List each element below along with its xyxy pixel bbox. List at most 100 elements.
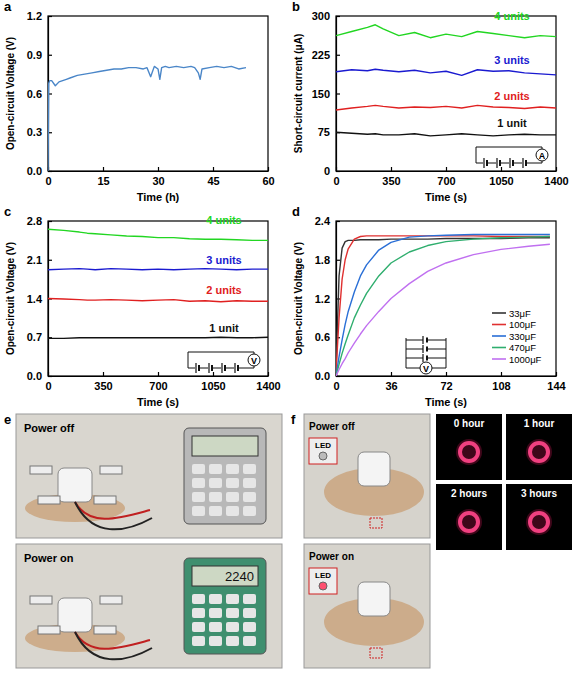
tick-label: 1400 (544, 175, 568, 187)
calculator-key (243, 608, 256, 618)
legend-swatch (492, 312, 506, 314)
calculator-screen (192, 436, 258, 456)
x-axis: 035070010501400 (333, 167, 568, 187)
y-axis-title: Open-circuit Voltage (V) (5, 37, 16, 150)
legend-swatch (492, 335, 506, 337)
led-ring (460, 513, 478, 531)
led-glow (526, 509, 552, 535)
tick-label: 0.0 (315, 370, 330, 382)
tick: 1400 (544, 167, 568, 187)
plot-frame (336, 221, 556, 376)
battery-plate (522, 158, 523, 168)
tick-mark (48, 376, 52, 377)
y-axis-title: Short-circuit current (μA) (293, 34, 304, 153)
tick-mark (446, 167, 447, 171)
tick: 15 (97, 167, 109, 187)
tick-mark (391, 167, 392, 171)
y-axis-title: Open-circuit Voltage (V) (293, 242, 304, 355)
calculator-key (209, 478, 222, 488)
tick-mark (103, 372, 104, 376)
tick: 108 (492, 372, 510, 392)
calculator-key (209, 608, 222, 618)
plot: 0350700105014000751502253004 units3 unit… (293, 10, 569, 203)
calculator-body (184, 558, 266, 654)
tick-label: 0 (45, 380, 51, 392)
tick: 45 (207, 167, 219, 187)
tick-label: 0 (333, 380, 339, 392)
tick-label: 30 (152, 175, 164, 187)
tick-label: 350 (382, 175, 400, 187)
calculator-key (192, 608, 205, 618)
legend-label: 100μF (509, 319, 536, 330)
series-label: 4 units (206, 214, 241, 226)
led-image: 0 hour (436, 414, 502, 480)
calculator-key (226, 464, 239, 474)
tick: 0.0 (27, 370, 52, 382)
meter (536, 149, 548, 161)
tick: 300 (312, 10, 340, 22)
tick-mark (103, 167, 104, 171)
tick-label: 144 (547, 380, 566, 392)
calculator-key (209, 492, 222, 502)
device-arm (94, 496, 116, 504)
tick-mark (48, 260, 52, 261)
panel-label: d (292, 204, 300, 219)
device-arm (30, 596, 52, 604)
battery-plate (426, 356, 428, 361)
series-label: 2 units (494, 90, 529, 102)
led-inset-frame (309, 568, 337, 594)
device-wire (75, 632, 152, 659)
calculator-display: 2240 (225, 569, 254, 584)
meter-label: V (251, 356, 257, 366)
led-image-label: 2 hours (451, 488, 488, 499)
tick: 350 (382, 167, 400, 187)
circuit-inset: V (406, 336, 446, 374)
data-line (48, 337, 268, 338)
calculator-key (243, 636, 256, 646)
tick-mark (336, 55, 340, 56)
tick: 0 (324, 165, 340, 177)
led-image-background (436, 414, 502, 480)
tick-label: 0 (324, 165, 330, 177)
led-inset: LED (309, 568, 337, 594)
tick: 0.6 (315, 331, 340, 343)
calculator-key (209, 464, 222, 474)
calculator-key (243, 478, 256, 488)
axis-line (337, 376, 557, 377)
device-arm (94, 626, 116, 634)
panel-label: a (4, 0, 12, 14)
tick: 1.2 (27, 10, 52, 22)
calculator-key (243, 506, 256, 516)
led-dot (319, 452, 327, 460)
tick-mark (446, 372, 447, 376)
legend-label: 470μF (509, 342, 536, 353)
device-arm (38, 626, 60, 634)
device-arm (100, 466, 122, 474)
x-axis-title: Time (s) (425, 191, 467, 203)
battery-plate (426, 338, 428, 343)
led-image: 1 hour (506, 414, 572, 480)
tick-label: 1050 (489, 175, 513, 187)
battery-plate (496, 158, 497, 168)
battery-plate (499, 160, 501, 166)
calculator-key (226, 594, 239, 604)
device-wire (75, 502, 150, 519)
plot: 036721081440.00.61.21.82.433μF100μF330μF… (293, 215, 567, 408)
data-area (48, 229, 268, 338)
led-image: 2 hours (436, 484, 502, 550)
tick-label: 2.8 (27, 215, 42, 227)
led-inset-label: LED (315, 571, 331, 580)
panel: 0350700105014000751502253004 units3 unit… (292, 0, 569, 203)
tick-label: 1050 (201, 380, 225, 392)
tick: 700 (149, 372, 167, 392)
plot-frame (48, 16, 268, 171)
photo-background (16, 544, 282, 668)
led-inset-label: LED (315, 441, 331, 450)
panel-label: b (292, 0, 300, 14)
circuit-wire (188, 352, 254, 368)
legend-item: 33μF (492, 308, 531, 319)
circuit-wire (476, 147, 542, 163)
calculator-key (243, 464, 256, 474)
calculator-key (192, 594, 205, 604)
led-glow (456, 439, 482, 465)
